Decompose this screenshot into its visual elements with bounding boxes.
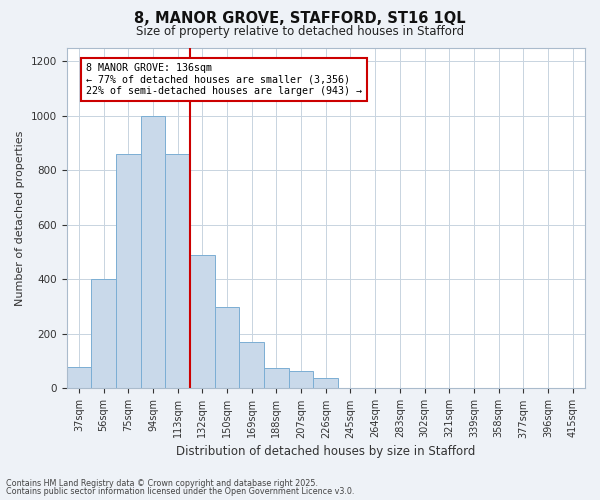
Bar [165,154,190,388]
Bar [140,116,165,388]
X-axis label: Distribution of detached houses by size in Stafford: Distribution of detached houses by size … [176,444,475,458]
Text: Size of property relative to detached houses in Stafford: Size of property relative to detached ho… [136,25,464,38]
Text: Contains public sector information licensed under the Open Government Licence v3: Contains public sector information licen… [6,487,355,496]
Text: 8 MANOR GROVE: 136sqm
← 77% of detached houses are smaller (3,356)
22% of semi-d: 8 MANOR GROVE: 136sqm ← 77% of detached … [86,62,362,96]
Bar [190,255,215,388]
Bar [264,368,289,388]
Bar [289,370,313,388]
Text: Contains HM Land Registry data © Crown copyright and database right 2025.: Contains HM Land Registry data © Crown c… [6,478,318,488]
Text: 8, MANOR GROVE, STAFFORD, ST16 1QL: 8, MANOR GROVE, STAFFORD, ST16 1QL [134,11,466,26]
Bar [313,378,338,388]
Y-axis label: Number of detached properties: Number of detached properties [15,130,25,306]
Bar [116,154,140,388]
Bar [91,280,116,388]
Bar [215,306,239,388]
Bar [239,342,264,388]
Bar [67,366,91,388]
